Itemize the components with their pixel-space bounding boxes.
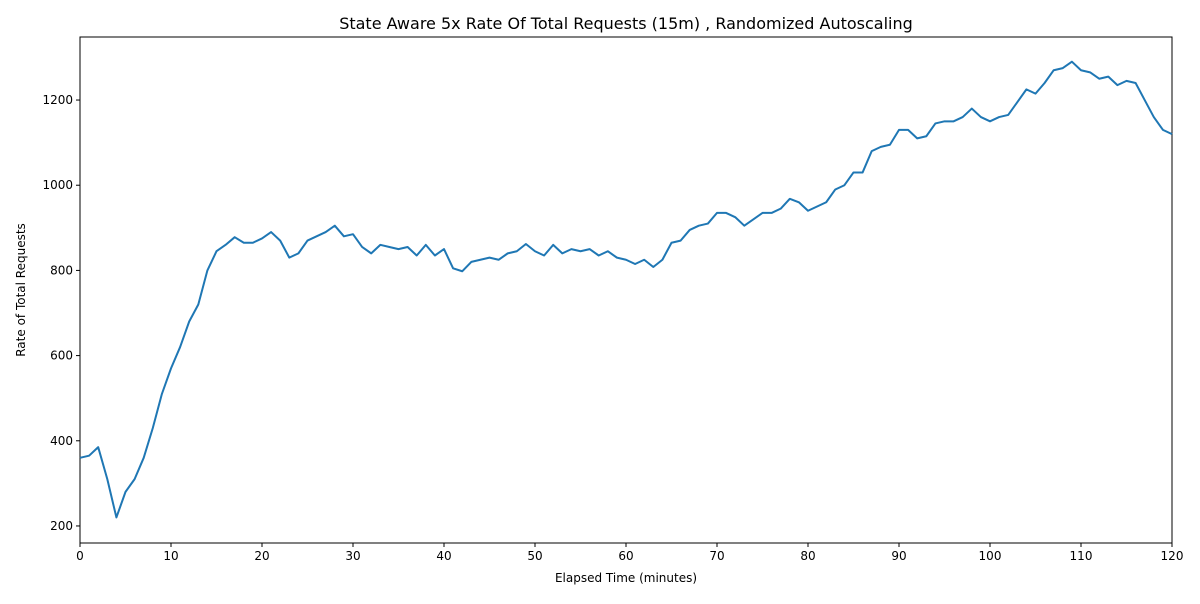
x-tick-label: 110 (1070, 549, 1093, 563)
y-tick-label: 1000 (42, 178, 73, 192)
x-tick-label: 70 (709, 549, 724, 563)
data-line (79, 60, 1173, 519)
x-tick-label: 0 (76, 549, 84, 563)
chart-title: State Aware 5x Rate Of Total Requests (1… (339, 14, 913, 33)
y-tick-label: 1200 (42, 93, 73, 107)
y-tick-label: 400 (50, 434, 73, 448)
x-tick-label: 40 (436, 549, 451, 563)
x-tick-label: 30 (345, 549, 360, 563)
x-tick-label: 100 (979, 549, 1002, 563)
x-tick-label: 120 (1161, 549, 1184, 563)
x-tick-label: 20 (254, 549, 269, 563)
x-tick-label: 60 (618, 549, 633, 563)
y-tick-label: 800 (50, 263, 73, 277)
x-tick-label: 50 (527, 549, 542, 563)
y-tick-label: 200 (50, 519, 73, 533)
x-tick-label: 90 (891, 549, 906, 563)
y-tick-label: 600 (50, 349, 73, 363)
x-axis-label: Elapsed Time (minutes) (555, 571, 697, 585)
y-axis-label: Rate of Total Requests (14, 223, 28, 357)
x-tick-label: 80 (800, 549, 815, 563)
x-tick-label: 10 (163, 549, 178, 563)
plot-frame (79, 36, 1173, 544)
